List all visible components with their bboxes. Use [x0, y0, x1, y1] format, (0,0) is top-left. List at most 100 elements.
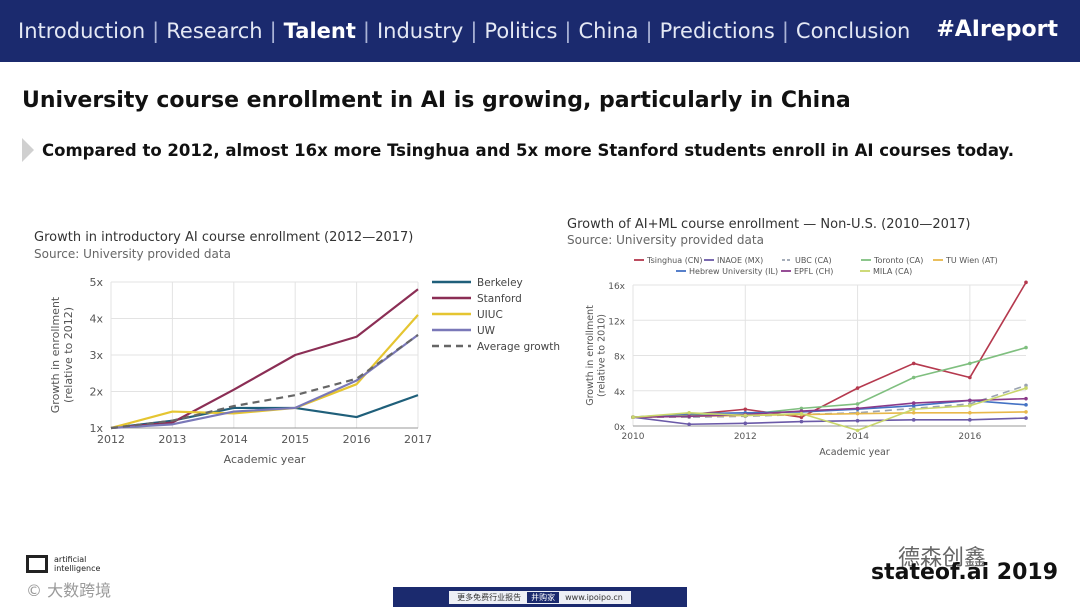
data-point-mila-ca [799, 411, 804, 416]
legend-label-average-growth: Average growth [477, 341, 560, 353]
x-tick-label: 2017 [404, 433, 432, 446]
chart1-title: Growth in introductory AI course enrollm… [34, 230, 414, 245]
banner-text: 更多免费行业报告 [457, 592, 522, 602]
nav-item-politics[interactable]: Politics [484, 19, 558, 43]
banner-url[interactable]: www.ipoipo.cn [565, 592, 623, 602]
data-point-hebrew-university-il [1024, 403, 1028, 407]
non-us-enrollment-chart: 0x 4x 8x 12x 16x 2010 2012 2014 2016 Academic yea… [585, 256, 1028, 458]
series-line-mila-ca [632, 387, 1027, 432]
data-point-toronto-ca [1024, 345, 1028, 350]
data-point-epfl-ch [1024, 396, 1028, 401]
series-line-tsinghua-cn [632, 281, 1027, 418]
data-point-mila-ca [968, 403, 972, 408]
data-point-mila-ca [631, 415, 635, 419]
data-point-tsinghua-cn [799, 415, 804, 419]
legend-label-stanford: Stanford [477, 293, 522, 305]
chart2-title: Growth of AI+ML course enrollment — Non-… [567, 217, 971, 232]
x-tick-label: 2014 [220, 433, 248, 446]
x-tick-label: 2013 [158, 433, 186, 446]
x-tick-label: 2016 [343, 433, 371, 446]
nav-separator: | [152, 19, 160, 43]
data-point-mila-ca [1024, 386, 1028, 390]
legend-label-hebrew-university-il: Hebrew University (IL) [689, 267, 778, 276]
nav-separator: | [564, 19, 572, 43]
legend-label-toronto-ca: Toronto (CA) [873, 256, 923, 265]
report-hashtag: #AIreport [936, 17, 1058, 42]
legend-label-ubc-ca: UBC (CA) [795, 256, 832, 265]
footer-logo: artificial intelligence [26, 555, 104, 573]
y-tick-label: 12x [608, 317, 625, 327]
data-point-mila-ca [855, 428, 860, 433]
nav-separator: | [645, 19, 653, 43]
nav-item-china[interactable]: China [578, 19, 639, 43]
series-line-inaoe-mx [632, 416, 1027, 426]
x-axis-label: Academic year [224, 453, 306, 466]
bullet-arrow-icon [22, 138, 34, 162]
x-tick-label: 2012 [97, 433, 125, 446]
nav-item-talent[interactable]: Talent [283, 19, 356, 43]
top-nav-bar: Introduction | Research | Talent | Industry | Po… [0, 0, 1080, 62]
x-tick-label: 2010 [622, 432, 645, 442]
data-point-inaoe-mx [968, 418, 972, 422]
legend-label-tu-wien-at: TU Wien (AT) [945, 256, 998, 265]
watermark-left: © 大数跨境 [26, 581, 112, 600]
x-tick-label: 2012 [734, 432, 757, 442]
series-line-uw [110, 334, 419, 430]
data-point-mila-ca [743, 413, 748, 418]
logo-square-icon [26, 555, 48, 573]
watermark-right: 德森创鑫 [898, 546, 987, 571]
y-tick-label: 1x [89, 422, 103, 435]
legend-label-inaoe-mx: INAOE (MX) [717, 256, 763, 265]
logo-text: artificial intelligence [54, 555, 101, 573]
data-point-inaoe-mx [799, 419, 804, 424]
y-tick-label: 8x [614, 353, 626, 363]
data-point-epfl-ch [968, 398, 972, 403]
y-tick-label: 0x [614, 423, 626, 433]
series-line-stanford [110, 288, 419, 430]
chart1-source: Source: University provided data [34, 247, 231, 261]
slide-subheadline: Compared to 2012, almost 16x more Tsingh… [22, 138, 1014, 162]
data-point-epfl-ch [855, 406, 860, 411]
data-point-tsinghua-cn [911, 361, 916, 366]
data-point-toronto-ca [911, 375, 916, 380]
series-line-toronto-ca [632, 346, 1027, 418]
data-point-toronto-ca [968, 361, 972, 366]
x-axis-label: Academic year [819, 447, 890, 458]
data-point-inaoe-mx [855, 418, 860, 423]
y-tick-label: 16x [608, 282, 625, 292]
nav-item-research[interactable]: Research [166, 19, 263, 43]
nav-separator: | [269, 19, 277, 43]
series-line-epfl-ch [632, 397, 1027, 418]
data-point-tsinghua-cn [1024, 280, 1028, 285]
y-tick-label: 5x [89, 276, 103, 289]
x-tick-label: 2014 [846, 432, 869, 442]
nav-item-predictions[interactable]: Predictions [659, 19, 775, 43]
data-point-tu-wien-at [855, 411, 860, 416]
data-point-toronto-ca [855, 402, 860, 406]
data-point-tsinghua-cn [743, 407, 748, 412]
nav-item-conclusion[interactable]: Conclusion [795, 19, 911, 43]
nav-item-industry[interactable]: Industry [376, 19, 464, 43]
data-point-epfl-ch [911, 401, 916, 405]
data-point-tu-wien-at [968, 410, 972, 415]
x-tick-label: 2016 [958, 432, 981, 442]
bottom-banner-inner: 更多免费行业报告 井购家 www.ipoipo.cn [449, 590, 631, 604]
y-tick-label: 3x [89, 349, 103, 362]
data-point-epfl-ch [799, 409, 804, 413]
data-point-mila-ca [911, 407, 916, 412]
data-point-tsinghua-cn [855, 386, 860, 390]
legend-label-tsinghua-cn: Tsinghua (CN) [646, 256, 703, 265]
legend-label-uw: UW [477, 325, 496, 337]
data-point-inaoe-mx [1024, 416, 1028, 420]
data-point-tsinghua-cn [968, 375, 972, 380]
brand-name: stateof.ai 2019 [870, 560, 1058, 585]
data-point-ubc-ca [1024, 383, 1028, 388]
section-nav: Introduction | Research | Talent | Industry | Po… [18, 19, 910, 43]
nav-item-introduction[interactable]: Introduction [18, 19, 146, 43]
legend-label-epfl-ch: EPFL (CH) [794, 267, 833, 276]
banner-pill: 井购家 [527, 591, 560, 603]
bottom-banner[interactable]: 更多免费行业报告 井购家 www.ipoipo.cn [393, 587, 687, 607]
x-tick-label: 2015 [281, 433, 309, 446]
legend-label-mila-ca: MILA (CA) [873, 267, 912, 276]
data-point-epfl-ch [687, 414, 691, 419]
